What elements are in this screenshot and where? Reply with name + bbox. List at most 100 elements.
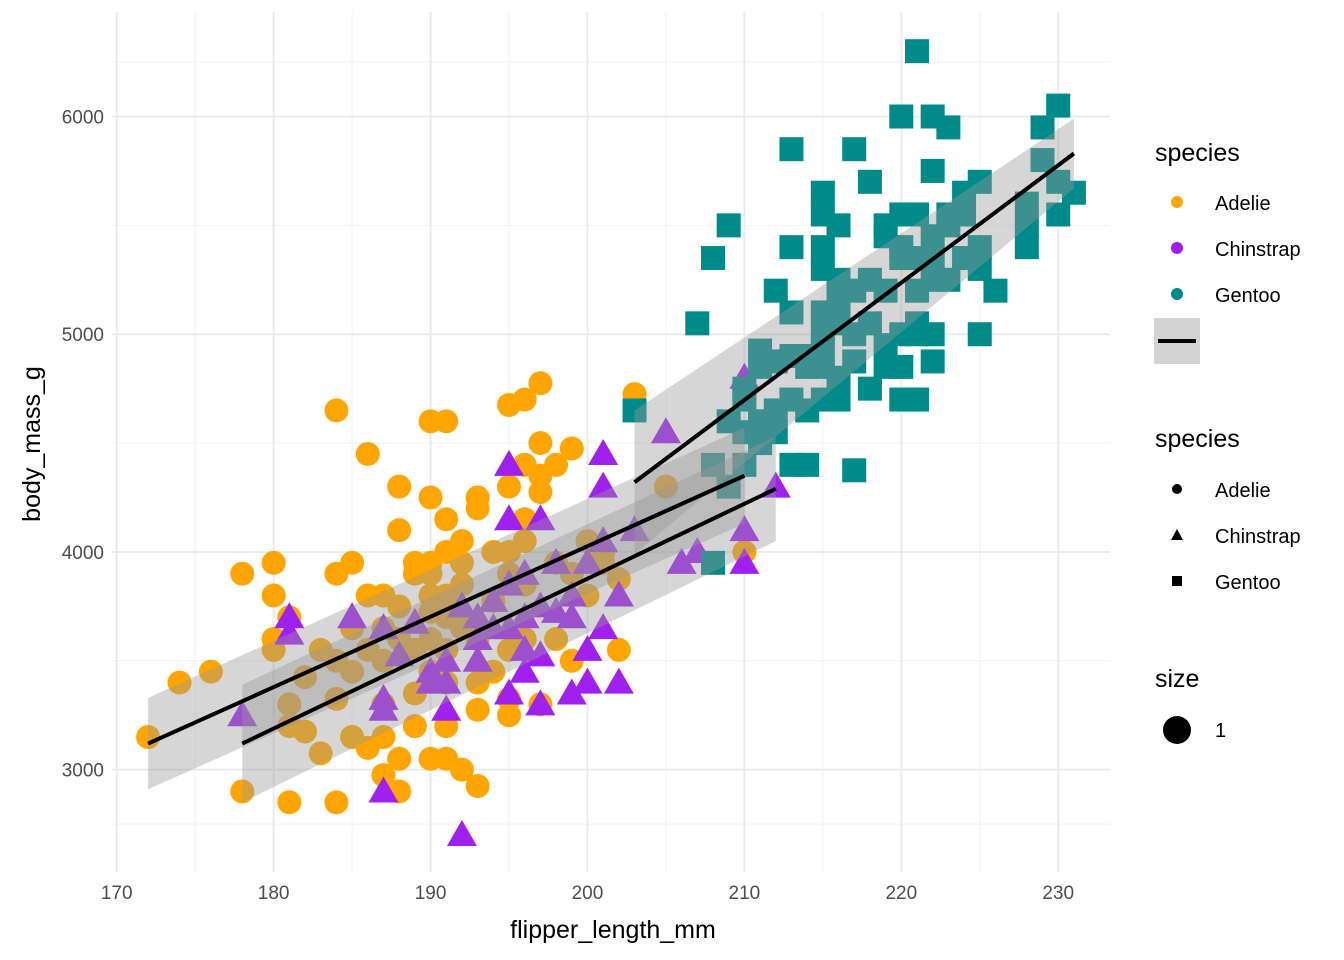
data-point-chinstrap	[525, 640, 556, 667]
data-point-chinstrap	[588, 613, 619, 640]
confidence-band-chinstrap	[242, 436, 776, 803]
data-point-adelie	[497, 474, 522, 499]
data-point-gentoo	[795, 452, 820, 477]
data-point-gentoo	[779, 235, 804, 260]
data-point-chinstrap	[446, 819, 477, 846]
data-point-gentoo	[983, 278, 1008, 303]
data-point-adelie	[465, 697, 490, 722]
data-point-adelie	[293, 719, 318, 744]
data-point-adelie	[308, 741, 333, 766]
data-point-adelie	[387, 594, 412, 619]
data-point-adelie	[497, 703, 522, 728]
data-point-adelie	[512, 529, 537, 554]
data-point-gentoo	[967, 169, 992, 194]
legend-color: species Adelie Chinstrap Gentoo	[1154, 139, 1301, 364]
data-point-chinstrap	[462, 645, 493, 672]
data-point-adelie	[653, 474, 678, 499]
trend-lines	[147, 151, 1076, 746]
data-point-chinstrap	[509, 602, 540, 629]
data-point-chinstrap	[274, 602, 305, 629]
legend-shape-key-triangle	[1171, 529, 1183, 540]
data-point-chinstrap	[478, 585, 509, 612]
data-point-gentoo	[1046, 202, 1071, 227]
legend-shape: species Adelie Chinstrap Gentoo	[1155, 425, 1301, 594]
data-point-chinstrap	[556, 580, 587, 607]
data-point-chinstrap	[541, 596, 572, 623]
data-point-gentoo	[779, 300, 804, 325]
data-point-adelie	[387, 518, 412, 543]
data-point-gentoo	[700, 452, 725, 477]
data-point-chinstrap	[729, 547, 760, 574]
data-point-chinstrap	[509, 634, 540, 661]
data-point-adelie	[418, 561, 443, 586]
data-point-gentoo	[1061, 180, 1086, 205]
data-point-gentoo	[936, 115, 961, 140]
data-point-chinstrap	[729, 515, 760, 542]
data-point-gentoo	[779, 137, 804, 162]
tick-labels: 170 180 190 200 210 220 230 3000 4000 5000 6000	[62, 108, 1074, 904]
data-point-adelie	[324, 398, 349, 423]
data-point-gentoo	[732, 452, 757, 477]
data-point-adelie	[544, 452, 569, 477]
data-point-adelie	[387, 474, 412, 499]
data-point-gentoo	[904, 387, 929, 412]
legend-shape-label-adelie: Adelie	[1215, 480, 1271, 502]
data-point-chinstrap	[588, 438, 619, 465]
data-point-gentoo	[763, 420, 788, 445]
data-point-chinstrap	[525, 689, 556, 716]
data-point-adelie	[261, 583, 286, 608]
data-point-chinstrap	[494, 678, 525, 705]
data-point-gentoo	[685, 311, 710, 336]
data-point-chinstrap	[525, 591, 556, 618]
trend-line-gentoo	[633, 151, 1076, 484]
data-point-adelie	[340, 659, 365, 684]
data-point-gentoo	[842, 137, 867, 162]
data-point-chinstrap	[431, 645, 462, 672]
data-point-chinstrap	[619, 515, 650, 542]
data-point-chinstrap	[431, 694, 462, 721]
data-point-adelie	[371, 648, 396, 673]
data-point-gentoo	[889, 104, 914, 129]
legend-color-title: species	[1155, 139, 1240, 167]
data-point-gentoo	[904, 39, 929, 64]
x-tick-label: 200	[572, 883, 604, 904]
data-point-chinstrap	[556, 602, 587, 629]
data-point-gentoo	[920, 158, 945, 183]
data-point-adelie	[277, 692, 302, 717]
data-point-adelie	[418, 485, 443, 510]
data-point-gentoo	[622, 398, 647, 423]
y-tick-label: 3000	[62, 761, 104, 782]
data-point-chinstrap	[462, 624, 493, 651]
legend-color-key-chinstrap	[1171, 242, 1183, 254]
data-point-adelie	[355, 441, 380, 466]
data-point-gentoo	[842, 458, 867, 483]
data-point-gentoo	[967, 235, 992, 260]
trend-line-adelie	[147, 473, 746, 746]
legend-shape-key-square	[1172, 576, 1182, 586]
y-tick-label: 6000	[62, 108, 104, 129]
y-tick-label: 4000	[62, 543, 104, 564]
legend-color-key-adelie	[1171, 196, 1183, 208]
data-point-gentoo	[967, 322, 992, 347]
data-point-adelie	[261, 550, 286, 575]
y-tick-label: 5000	[62, 325, 104, 346]
data-point-adelie	[606, 567, 631, 592]
data-point-gentoo	[1014, 235, 1039, 260]
data-point-adelie	[230, 561, 255, 586]
data-point-adelie	[198, 659, 223, 684]
x-tick-label: 190	[415, 883, 447, 904]
data-point-gentoo	[920, 322, 945, 347]
x-tick-label: 230	[1042, 883, 1074, 904]
data-point-adelie	[528, 371, 553, 396]
data-point-gentoo	[716, 213, 741, 238]
data-point-chinstrap	[572, 634, 603, 661]
data-point-gentoo	[1030, 148, 1055, 173]
legend-color-label-adelie: Adelie	[1215, 193, 1271, 215]
x-tick-label: 210	[729, 883, 761, 904]
data-point-adelie	[230, 779, 255, 804]
data-point-adelie	[449, 529, 474, 554]
data-point-gentoo	[810, 235, 835, 260]
legend-size: size 1	[1155, 665, 1226, 744]
legend-size-label: 1	[1215, 720, 1226, 742]
legend-color-key-gentoo	[1171, 288, 1183, 300]
